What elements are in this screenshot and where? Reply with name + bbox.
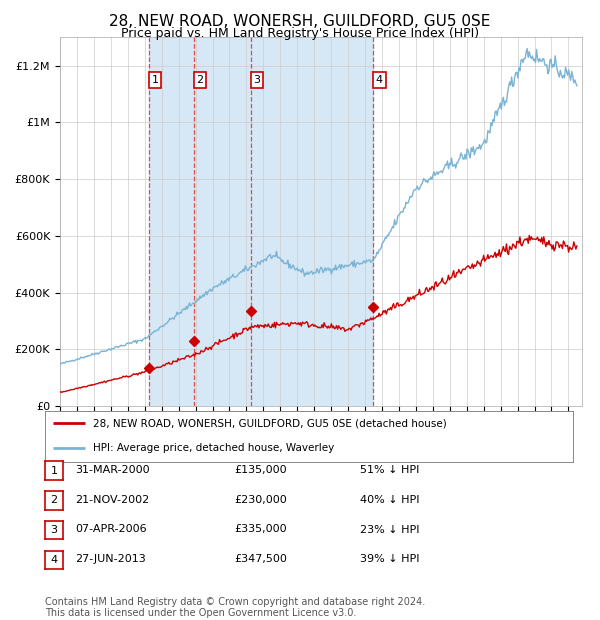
Text: 2: 2 [50,495,58,505]
Text: 28, NEW ROAD, WONERSH, GUILDFORD, GU5 0SE: 28, NEW ROAD, WONERSH, GUILDFORD, GU5 0S… [109,14,491,29]
Bar [149,37,373,406]
Text: £230,000: £230,000 [234,495,287,505]
Text: HPI: Average price, detached house, Waverley: HPI: Average price, detached house, Wave… [92,443,334,453]
Text: 3: 3 [50,525,58,535]
Text: 21-NOV-2002: 21-NOV-2002 [75,495,149,505]
Text: 07-APR-2006: 07-APR-2006 [75,525,146,534]
Text: 23% ↓ HPI: 23% ↓ HPI [360,525,419,534]
Text: Contains HM Land Registry data © Crown copyright and database right 2024.
This d: Contains HM Land Registry data © Crown c… [45,596,425,618]
Text: 4: 4 [376,75,383,85]
Text: 4: 4 [50,555,58,565]
Text: 39% ↓ HPI: 39% ↓ HPI [360,554,419,564]
Text: 1: 1 [152,75,158,85]
Text: £335,000: £335,000 [234,525,287,534]
Text: 40% ↓ HPI: 40% ↓ HPI [360,495,419,505]
Text: 27-JUN-2013: 27-JUN-2013 [75,554,146,564]
Text: Price paid vs. HM Land Registry's House Price Index (HPI): Price paid vs. HM Land Registry's House … [121,27,479,40]
Text: 51% ↓ HPI: 51% ↓ HPI [360,465,419,475]
Text: £347,500: £347,500 [234,554,287,564]
Text: 1: 1 [50,466,58,476]
Text: £135,000: £135,000 [234,465,287,475]
Text: 3: 3 [254,75,260,85]
Text: 31-MAR-2000: 31-MAR-2000 [75,465,149,475]
Text: 2: 2 [196,75,203,85]
Text: 28, NEW ROAD, WONERSH, GUILDFORD, GU5 0SE (detached house): 28, NEW ROAD, WONERSH, GUILDFORD, GU5 0S… [92,418,446,428]
